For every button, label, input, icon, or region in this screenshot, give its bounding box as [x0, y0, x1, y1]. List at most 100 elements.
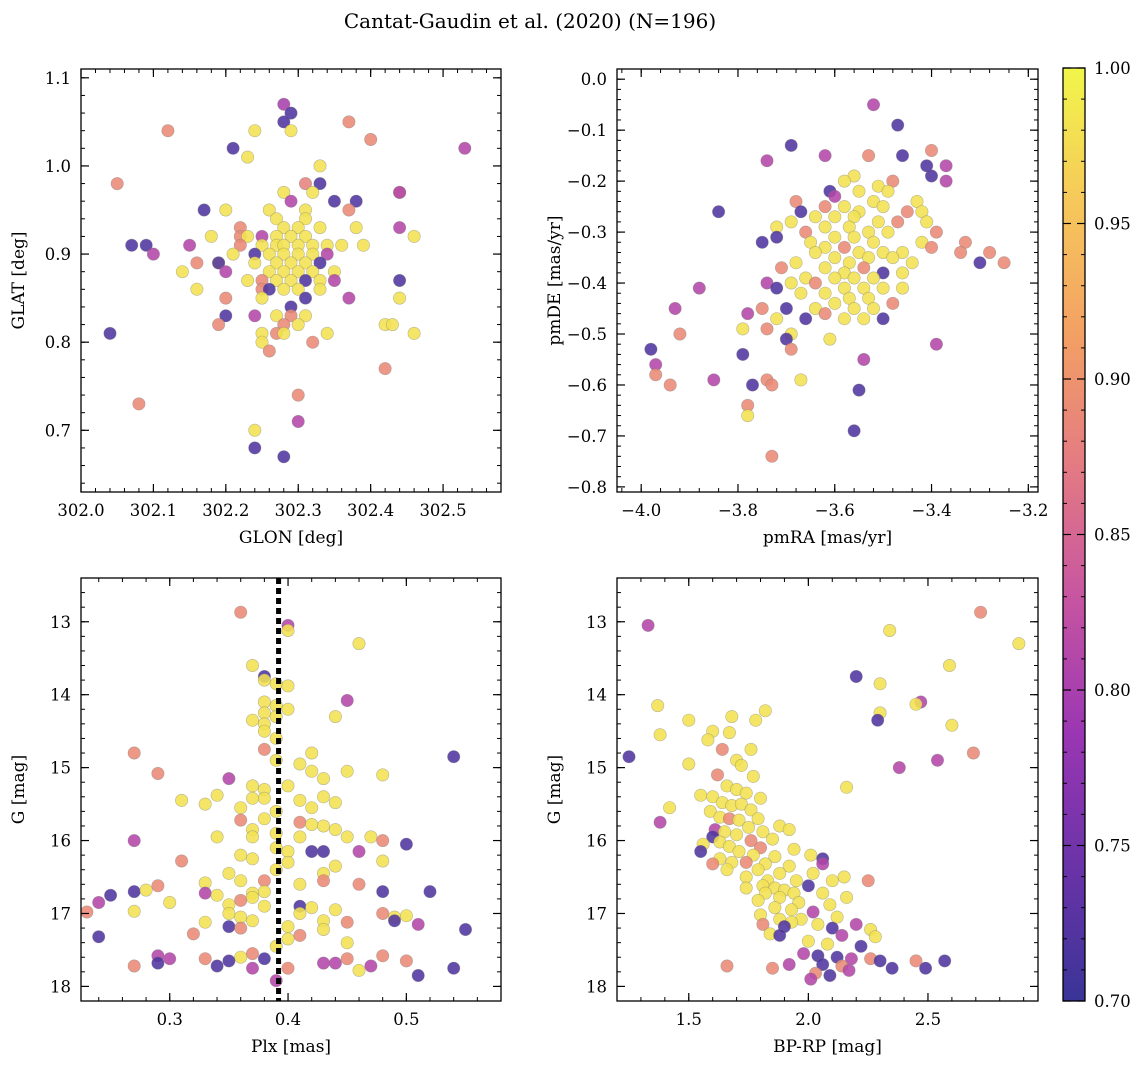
data-point	[257, 695, 271, 709]
data-point	[262, 265, 276, 279]
data-point	[823, 898, 837, 912]
data-point	[939, 159, 953, 173]
data-point	[291, 414, 305, 428]
data-point	[760, 154, 774, 168]
data-point	[316, 874, 330, 888]
data-point	[234, 950, 248, 964]
y-tick-label: 14	[586, 686, 607, 705]
data-point	[920, 215, 934, 229]
data-point	[866, 235, 880, 249]
data-point	[794, 373, 808, 387]
data-point	[262, 203, 276, 217]
data-point	[281, 961, 295, 975]
data-point	[313, 282, 327, 296]
x-axis-label: GLON [deg]	[239, 528, 343, 548]
data-point	[226, 247, 240, 261]
data-point	[744, 803, 758, 817]
data-point	[277, 185, 291, 199]
data-point	[736, 347, 750, 361]
data-point	[818, 200, 832, 214]
data-point	[291, 388, 305, 402]
data-point	[706, 790, 720, 804]
data-point	[127, 885, 141, 899]
data-point	[262, 282, 276, 296]
data-point	[849, 669, 863, 683]
data-point	[794, 205, 808, 219]
data-point	[816, 857, 830, 871]
data-point	[837, 312, 851, 326]
data-point	[352, 963, 366, 977]
data-point	[765, 961, 779, 975]
x-tick-label: −3.8	[718, 501, 758, 520]
x-tick-label: 0.5	[393, 1010, 419, 1029]
data-point	[255, 238, 269, 252]
data-point	[399, 909, 413, 923]
data-point	[818, 220, 832, 234]
data-point	[298, 177, 312, 191]
data-point	[234, 874, 248, 888]
data-point	[651, 699, 665, 713]
data-point	[710, 768, 724, 782]
data-point	[919, 961, 933, 975]
y-tick-label: 16	[50, 832, 71, 851]
x-tick-label: 302.1	[130, 501, 177, 520]
data-point	[842, 963, 856, 977]
data-point	[277, 326, 291, 340]
data-point	[739, 855, 753, 869]
data-point	[298, 309, 312, 323]
data-point	[327, 194, 341, 208]
data-point	[269, 256, 283, 270]
data-point	[852, 184, 866, 198]
data-point	[281, 623, 295, 637]
data-point	[376, 885, 390, 899]
data-point	[758, 704, 772, 718]
data-point	[222, 772, 236, 786]
data-point	[447, 750, 461, 764]
colorbar-frame	[1062, 67, 1086, 1002]
data-point	[857, 352, 871, 366]
data-point	[966, 746, 980, 760]
data-point	[770, 230, 784, 244]
y-tick-label: 0.0	[581, 70, 607, 89]
data-point	[257, 899, 271, 913]
colorbar-tick-label: 0.80	[1094, 681, 1131, 700]
data-point	[241, 150, 255, 164]
data-point	[725, 710, 739, 724]
data-point	[342, 203, 356, 217]
y-tick-label: 13	[50, 613, 71, 632]
y-tick-label: −0.4	[567, 274, 607, 293]
data-point	[866, 271, 880, 285]
data-point	[837, 174, 851, 188]
data-point	[835, 928, 849, 942]
data-point	[248, 423, 262, 437]
data-point	[328, 859, 342, 873]
data-point	[811, 917, 825, 931]
data-point	[376, 854, 390, 868]
data-point	[151, 766, 165, 780]
data-point	[393, 291, 407, 305]
data-point	[942, 658, 956, 672]
data-point	[210, 788, 224, 802]
data-point	[204, 229, 218, 243]
data-point	[447, 961, 461, 975]
data-point	[277, 115, 291, 129]
data-point	[828, 296, 842, 310]
data-point	[765, 832, 779, 846]
data-point	[885, 961, 899, 975]
data-point	[151, 879, 165, 893]
data-point	[284, 273, 298, 287]
data-point	[257, 724, 271, 738]
data-point	[340, 693, 354, 707]
data-point	[782, 957, 796, 971]
data-point	[349, 194, 363, 208]
data-point	[340, 936, 354, 950]
data-point	[281, 920, 295, 934]
data-point	[281, 932, 295, 946]
data-point	[356, 238, 370, 252]
data-point	[785, 903, 799, 917]
axes-frame	[616, 68, 1039, 493]
data-point	[387, 914, 401, 928]
data-point	[694, 788, 708, 802]
data-point	[929, 337, 943, 351]
data-point	[828, 271, 842, 285]
